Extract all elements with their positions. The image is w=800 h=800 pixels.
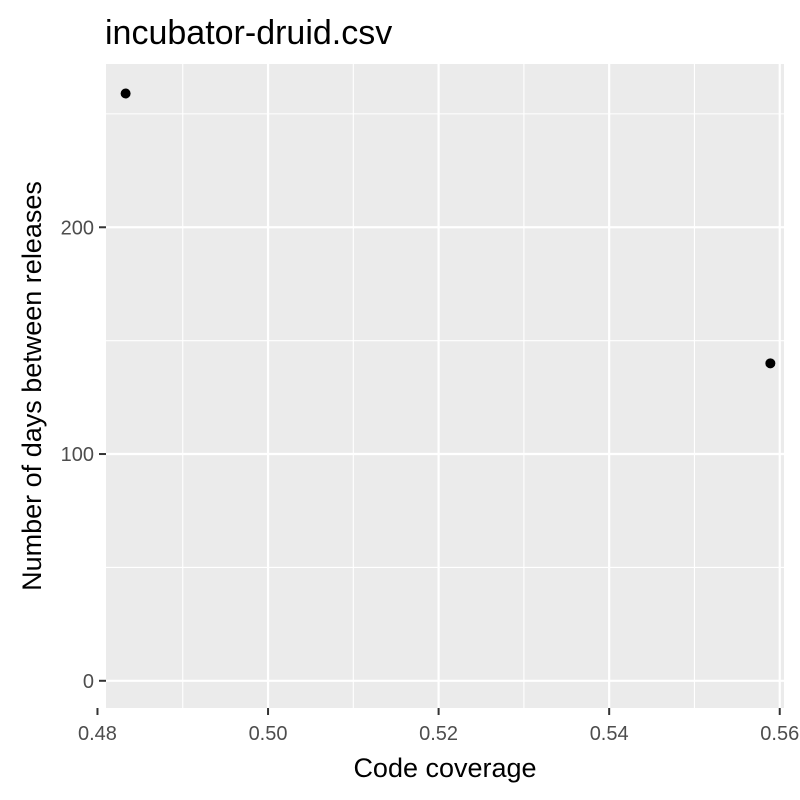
y-tick-label: 0 xyxy=(83,671,94,693)
data-point xyxy=(765,358,776,369)
x-tick-label: 0.52 xyxy=(419,723,458,745)
y-tick-label: 100 xyxy=(61,444,94,466)
y-axis-ticks: 0 100 200 xyxy=(61,217,106,693)
x-tick-label: 0.54 xyxy=(590,723,629,745)
chart-title: incubator-druid.csv xyxy=(105,14,392,52)
x-axis-label: Code coverage xyxy=(353,753,536,783)
major-gridlines xyxy=(96,64,784,708)
x-axis-ticks: 0.48 0.50 0.52 0.54 0.56 xyxy=(78,708,799,745)
y-tick-label: 200 xyxy=(61,217,94,239)
x-tick-label: 0.50 xyxy=(249,723,288,745)
data-point xyxy=(120,88,131,99)
plot-panel xyxy=(106,64,784,708)
minor-gridlines xyxy=(106,64,784,708)
data-points xyxy=(120,88,776,369)
y-axis-label: Number of days between releases xyxy=(17,181,47,591)
x-tick-label: 0.56 xyxy=(760,723,799,745)
x-tick-label: 0.48 xyxy=(78,723,117,745)
